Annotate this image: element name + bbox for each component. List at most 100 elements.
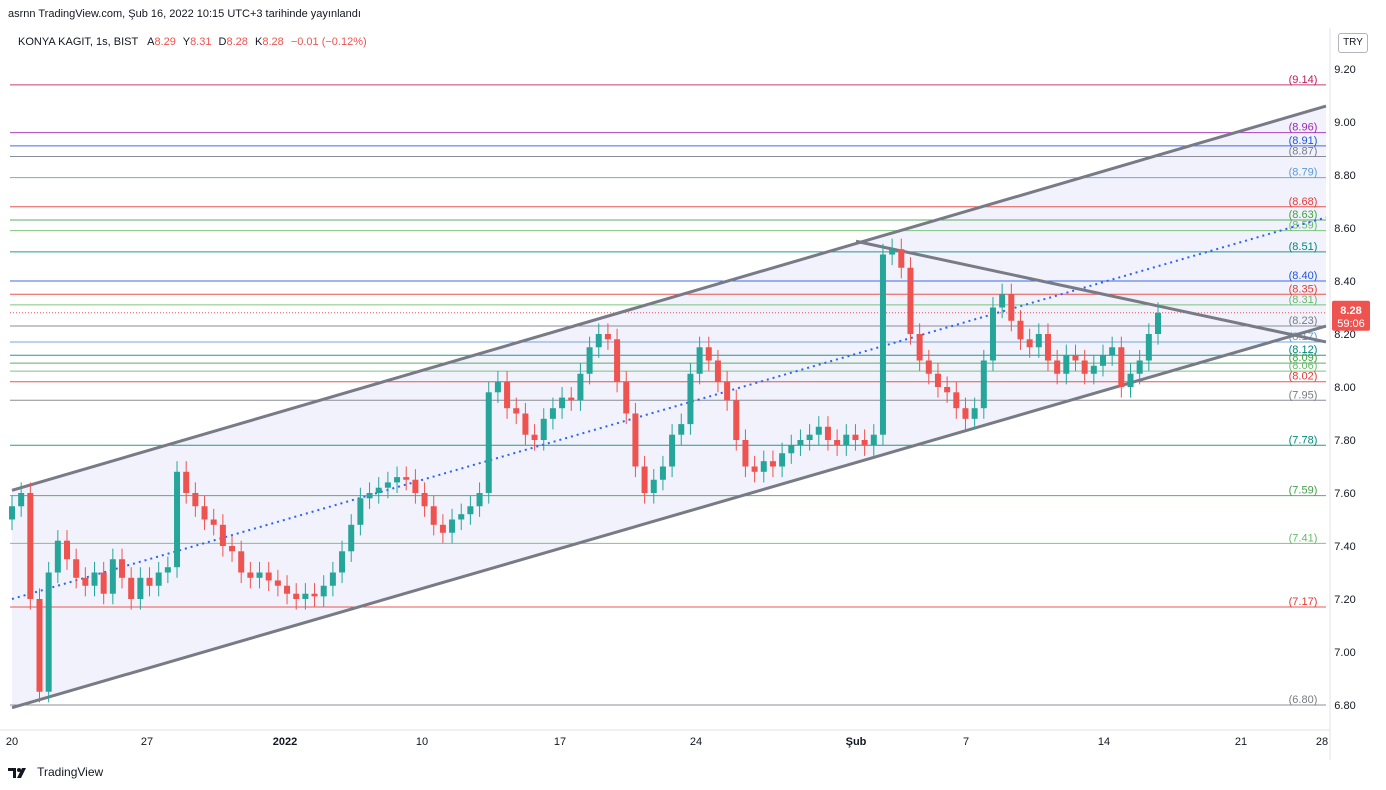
level-label: (8.35)	[1289, 283, 1318, 295]
candle-body	[1008, 294, 1015, 321]
candle-body	[1017, 320, 1024, 340]
candle-body	[944, 387, 951, 393]
y-tick-label: 8.40	[1334, 276, 1355, 288]
y-tick-label: 8.00	[1334, 382, 1355, 394]
symbol-legend: KONYA KAGIT, 1s, BIST A8.29 Y8.31 D8.28 …	[18, 36, 367, 48]
open-label: A	[147, 36, 155, 48]
candle-body	[889, 249, 896, 255]
level-label: (8.06)	[1289, 360, 1318, 372]
close-label: K	[254, 36, 263, 48]
candle-body	[146, 577, 153, 586]
candle-body	[27, 493, 34, 599]
candle-body	[696, 347, 703, 374]
level-label: (8.68)	[1289, 196, 1318, 208]
candle-body	[678, 424, 685, 435]
candle-body	[265, 572, 272, 581]
price-tag-countdown: 59:06	[1337, 318, 1365, 330]
candle-body	[284, 585, 291, 594]
candle-body	[705, 347, 712, 361]
candle-body	[247, 572, 254, 578]
candle-body	[384, 482, 391, 488]
candle-body	[733, 400, 740, 440]
level-label: (8.91)	[1289, 135, 1318, 147]
level-label: (7.59)	[1289, 485, 1318, 497]
tradingview-logo-icon	[8, 767, 26, 778]
candle-body	[192, 493, 199, 507]
candle-body	[953, 392, 960, 409]
candle-body	[595, 334, 602, 348]
candle-body	[815, 426, 822, 435]
candle-body	[559, 397, 566, 409]
candle-body	[91, 572, 98, 586]
candle-body	[302, 593, 309, 599]
candle-body	[36, 599, 43, 692]
high-label: Y	[182, 36, 191, 48]
x-tick-label: 14	[1098, 736, 1110, 748]
level-label: (8.40)	[1289, 270, 1318, 282]
candle-body	[467, 506, 474, 515]
level-label: (8.96)	[1289, 122, 1318, 134]
candle-body	[1054, 360, 1061, 374]
candle-body	[852, 434, 859, 440]
candle-body	[650, 479, 657, 493]
level-label: (7.41)	[1289, 532, 1318, 544]
level-label: (7.78)	[1289, 434, 1318, 446]
candle-body	[109, 559, 116, 594]
candle-body	[18, 493, 25, 507]
footer-brand: TradingView	[8, 765, 103, 779]
top-bar: asrnn TradingView.com, Şub 16, 2022 10:1…	[0, 0, 1386, 28]
candle-body	[1145, 334, 1152, 361]
candle-body	[256, 572, 263, 578]
candle-body	[779, 453, 786, 467]
symbol-name: KONYA KAGIT, 1s, BIST	[18, 36, 139, 48]
candle-body	[504, 381, 511, 409]
candle-body	[82, 577, 89, 586]
change-value: −0.01 (−0.12%)	[290, 36, 367, 48]
x-tick-label: 7	[963, 736, 969, 748]
candle-body	[632, 413, 639, 467]
open-value: 8.29	[154, 36, 176, 48]
candle-body	[751, 466, 758, 472]
candle-body	[1099, 355, 1106, 366]
candle-body	[421, 493, 428, 507]
candle-body	[339, 551, 346, 573]
candle-body	[724, 381, 731, 401]
candle-body	[1109, 347, 1116, 356]
low-value: 8.28	[226, 36, 248, 48]
x-tick-label: 2022	[273, 736, 297, 748]
candle-body	[934, 373, 941, 387]
x-tick-label: 21	[1235, 736, 1247, 748]
x-tick-label: 28	[1316, 736, 1328, 748]
y-tick-label: 8.80	[1334, 170, 1355, 182]
candle-body	[916, 334, 923, 361]
x-tick-label: 10	[416, 736, 428, 748]
candle-body	[879, 254, 886, 435]
level-label: (6.80)	[1289, 694, 1318, 706]
candle-body	[531, 434, 538, 440]
candle-body	[669, 434, 676, 467]
candle-body	[604, 334, 611, 340]
candle-body	[999, 294, 1006, 308]
candle-body	[458, 514, 465, 520]
candle-body	[174, 471, 181, 568]
candle-body	[348, 524, 355, 552]
candle-body	[210, 519, 217, 525]
level-label: (7.95)	[1289, 389, 1318, 401]
currency-button[interactable]: TRY	[1338, 33, 1368, 53]
candle-body	[522, 413, 529, 435]
candle-body	[164, 567, 171, 573]
x-tick-label: 17	[554, 736, 566, 748]
low-label: D	[218, 36, 227, 48]
candle-body	[1090, 365, 1097, 374]
candle-body	[1155, 312, 1161, 334]
level-label: (8.12)	[1289, 344, 1318, 356]
candle-body	[568, 397, 575, 401]
footer-brand-text: TradingView	[37, 765, 104, 779]
candle-body	[449, 519, 456, 533]
channel-fill	[12, 106, 1326, 708]
level-label: (8.87)	[1289, 145, 1318, 157]
candle-body	[623, 381, 630, 414]
level-label: (8.51)	[1289, 241, 1318, 253]
candle-body	[219, 524, 226, 546]
